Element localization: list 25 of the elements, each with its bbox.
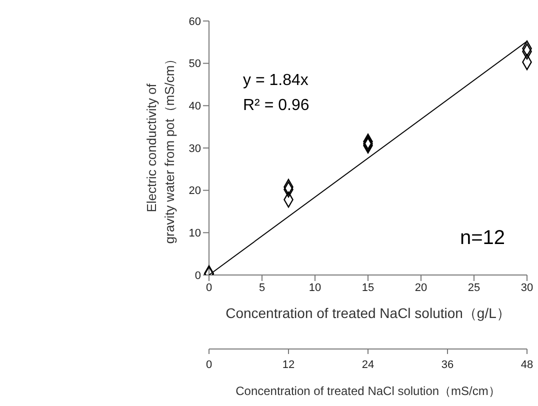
x-tick-label: 30 xyxy=(520,282,534,294)
x2-tick-label: 48 xyxy=(520,359,534,371)
annotation: y = 1.84x xyxy=(243,72,308,89)
y-tick-label: 10 xyxy=(188,228,201,240)
y-tick-label: 40 xyxy=(188,100,201,113)
y-tick-label: 50 xyxy=(188,58,201,70)
y-axis-title: Electric conductivity of gravity water from pot（mS/cm） xyxy=(144,52,177,244)
y-tick-label: 30 xyxy=(188,142,201,155)
x2-tick-label: 0 xyxy=(206,359,212,371)
x2-tick-label: 12 xyxy=(282,359,295,371)
annotation: n=12 xyxy=(460,227,506,249)
x2-tick-label: 24 xyxy=(362,359,374,371)
x-tick-label: 25 xyxy=(468,282,480,294)
x-tick-label: 20 xyxy=(414,282,428,294)
x-tick-label: 0 xyxy=(206,282,212,294)
x-tick-label: 10 xyxy=(308,282,322,294)
x-tick-label: 5 xyxy=(258,282,266,294)
y-tick-label: 60 xyxy=(188,16,201,28)
x2-tick-label: 36 xyxy=(441,359,454,371)
y-tick-label: 20 xyxy=(188,185,201,198)
y-tick-label: 0 xyxy=(194,270,201,282)
x2-axis-title: Concentration of treated NaCl solution（mS/cm） xyxy=(236,384,500,398)
x-tick-label: 15 xyxy=(362,282,374,294)
annotation: R² = 0.96 xyxy=(243,97,310,114)
x-axis-title: Concentration of treated NaCl solution（g/L） xyxy=(226,305,510,321)
